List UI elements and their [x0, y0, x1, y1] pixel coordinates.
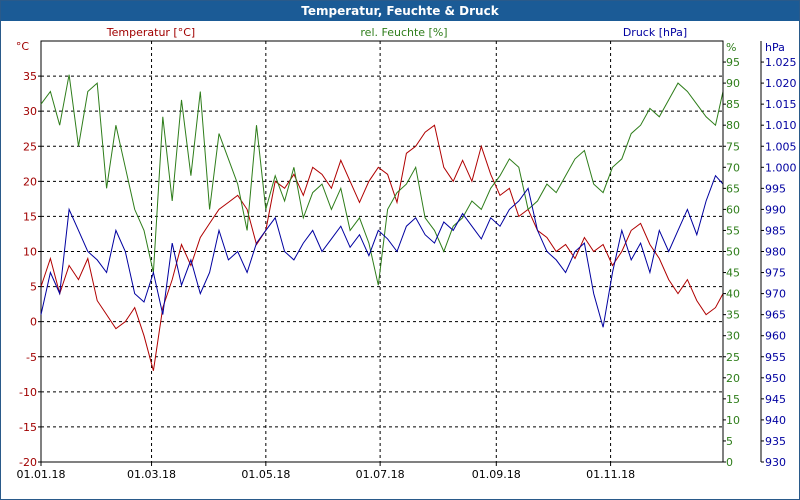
pressure-unit: hPa [765, 41, 785, 54]
pressure-tick-label: 1.015 [765, 98, 797, 111]
temperature-tick-label: -5 [26, 351, 37, 364]
pressure-tick-label: 1.005 [765, 140, 797, 153]
pressure-tick-label: 980 [765, 246, 786, 259]
window-title: Temperatur, Feuchte & Druck [1, 1, 799, 21]
temperature-tick-label: 10 [23, 246, 37, 259]
x-tick-label: 01.01.18 [17, 468, 66, 481]
x-tick-label: 01.03.18 [127, 468, 176, 481]
pressure-tick-label: 950 [765, 372, 786, 385]
pressure-tick-label: 975 [765, 267, 786, 280]
pressure-tick-label: 935 [765, 435, 786, 448]
pressure-tick-label: 1.000 [765, 161, 797, 174]
chart-series [40, 74, 724, 371]
humidity-tick-label: 25 [726, 351, 740, 364]
humidity-tick-label: 35 [726, 309, 740, 322]
pressure-tick-label: 930 [765, 456, 786, 469]
temperature-axis-title: Temperatur [°C] [106, 26, 195, 39]
pressure-tick-label: 945 [765, 393, 786, 406]
x-tick-label: 01.05.18 [241, 468, 290, 481]
x-tick-label: 01.09.18 [472, 468, 521, 481]
temperature-tick-label: 15 [23, 210, 37, 223]
temperature-tick-label: 30 [23, 105, 37, 118]
pressure-tick-label: 940 [765, 414, 786, 427]
x-tick-label: 01.07.18 [356, 468, 405, 481]
temperature-tick-label: 5 [30, 281, 37, 294]
humidity-tick-label: 75 [726, 140, 740, 153]
chart-labels: -20 -15 -10 -5 0 5 10 15 20 25 30 35 °C 0 5 10 15 20 25 30 3… [16, 26, 797, 481]
temperature-unit: °C [16, 40, 30, 53]
humidity-tick-label: 30 [726, 330, 740, 343]
humidity-tick-label: 90 [726, 77, 740, 90]
humidity-tick-label: 95 [726, 56, 740, 69]
humidity-tick-label: 70 [726, 161, 740, 174]
pressure-tick-label: 1.010 [765, 119, 797, 132]
humidity-tick-label: 50 [726, 246, 740, 259]
pressure-tick-label: 1.020 [765, 77, 797, 90]
pressure-tick-label: 1.025 [765, 56, 797, 69]
pressure-tick-label: 965 [765, 309, 786, 322]
humidity-unit: % [726, 41, 736, 54]
temperature-tick-label: -20 [19, 456, 37, 469]
humidity-tick-label: 65 [726, 182, 740, 195]
chart-canvas: -20 -15 -10 -5 0 5 10 15 20 25 30 35 °C 0 5 10 15 20 25 30 3… [16, 26, 797, 481]
temperature-tick-label: 25 [23, 140, 37, 153]
temperature-tick-label: 0 [30, 316, 37, 329]
pressure-tick-label: 985 [765, 224, 786, 237]
series-line-pressure [40, 174, 724, 328]
temperature-tick-label: 20 [23, 175, 37, 188]
temperature-tick-label: -15 [19, 421, 37, 434]
temperature-tick-label: -10 [19, 386, 37, 399]
pressure-tick-label: 990 [765, 203, 786, 216]
pressure-tick-label: 955 [765, 351, 786, 364]
humidity-tick-label: 55 [726, 224, 740, 237]
humidity-tick-label: 15 [726, 393, 740, 406]
humidity-tick-label: 60 [726, 203, 740, 216]
pressure-tick-label: 970 [765, 288, 786, 301]
chart-axes [38, 41, 764, 466]
series-line-humidity [40, 74, 724, 286]
humidity-tick-label: 10 [726, 414, 740, 427]
pressure-tick-label: 995 [765, 182, 786, 195]
humidity-tick-label: 5 [726, 435, 733, 448]
humidity-tick-label: 45 [726, 267, 740, 280]
pressure-tick-label: 960 [765, 330, 786, 343]
humidity-tick-label: 85 [726, 98, 740, 111]
temperature-tick-label: 35 [23, 70, 37, 83]
series-line-temperature [40, 124, 724, 371]
humidity-tick-label: 20 [726, 372, 740, 385]
pressure-axis-title: Druck [hPa] [623, 26, 687, 39]
humidity-tick-label: 80 [726, 119, 740, 132]
humidity-axis-title: rel. Feuchte [%] [360, 26, 447, 39]
humidity-tick-label: 0 [726, 456, 733, 469]
humidity-tick-label: 40 [726, 288, 740, 301]
x-tick-label: 01.11.18 [586, 468, 635, 481]
